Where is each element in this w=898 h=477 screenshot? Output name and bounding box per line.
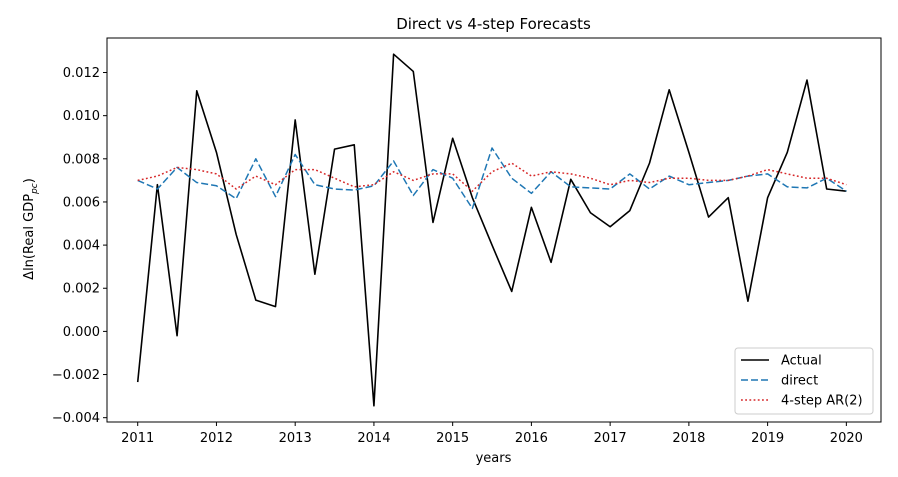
legend-label-0: Actual <box>781 354 822 369</box>
plot-lines <box>136 53 847 407</box>
x-tick-label: 2020 <box>830 431 863 446</box>
chart-title: Direct vs 4-step Forecasts <box>396 15 591 33</box>
x-tick-label: 2012 <box>200 431 233 446</box>
y-axis-label-main: Δln(Real GDP <box>22 194 37 280</box>
y-tick-label: −0.002 <box>52 368 100 383</box>
y-tick-label: 0.004 <box>63 239 100 254</box>
series-line-2 <box>137 162 847 192</box>
x-axis-label: years <box>476 451 512 466</box>
x-tick-label: 2016 <box>515 431 548 446</box>
y-tick-label: 0.006 <box>63 195 100 210</box>
legend-label-1: direct <box>781 374 818 389</box>
legend-frame <box>734 347 874 415</box>
y-tick-label: 0.010 <box>63 109 100 124</box>
x-tick-label: 2011 <box>121 431 154 446</box>
y-tick-label: 0.012 <box>63 66 100 81</box>
y-axis-label: Δln(Real GDPpc) <box>22 178 40 280</box>
plot-frame <box>106 37 882 423</box>
x-tick-label: 2013 <box>279 431 312 446</box>
y-axis-ticks: −0.004 −0.002 0.000 0.002 0.004 0.006 0.008 0.0… <box>52 66 107 426</box>
y-axis-label-subscript: pc <box>30 183 40 195</box>
y-tick-label: −0.004 <box>52 411 100 426</box>
y-tick-label: 0.002 <box>63 282 100 297</box>
x-tick-label: 2014 <box>357 431 390 446</box>
x-tick-label: 2019 <box>751 431 784 446</box>
x-tick-label: 2017 <box>594 431 627 446</box>
x-axis-ticks: 2011 2012 2013 2014 2015 2016 2017 2018 2019 2020 <box>121 422 863 446</box>
y-axis-label-close: ) <box>22 178 37 183</box>
y-tick-label: 0.000 <box>63 325 100 340</box>
x-tick-label: 2018 <box>672 431 705 446</box>
legend: Actual direct 4-step AR(2) <box>734 347 874 415</box>
x-tick-label: 2015 <box>436 431 469 446</box>
y-tick-label: 0.008 <box>63 152 100 167</box>
legend-label-2: 4-step AR(2) <box>781 394 863 409</box>
series-line-0 <box>136 53 847 407</box>
